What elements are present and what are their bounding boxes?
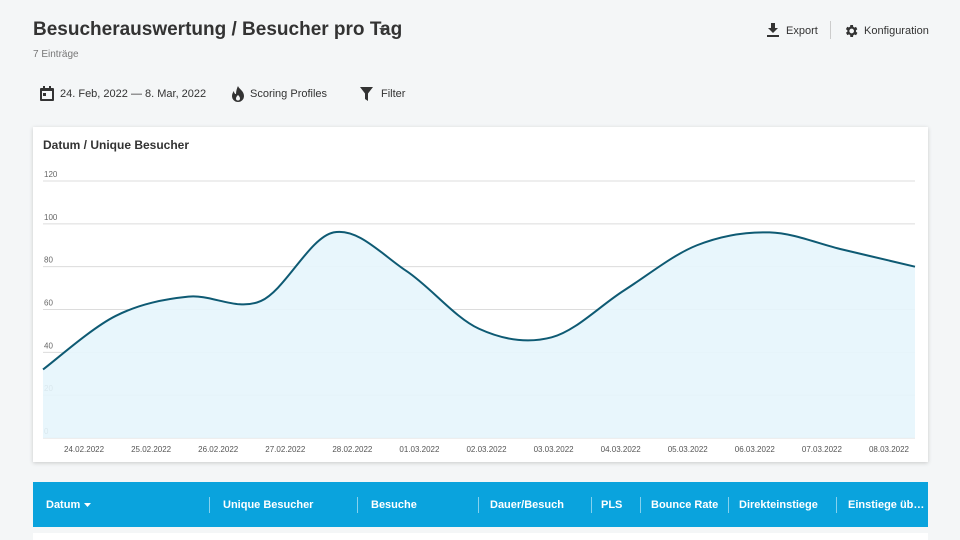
chart-title: Datum / Unique Besucher <box>43 138 189 152</box>
x-tick-label: 26.02.2022 <box>198 445 239 454</box>
y-tick-label: 40 <box>44 341 53 350</box>
calendar-icon[interactable] <box>40 86 54 101</box>
config-icon[interactable] <box>843 23 859 39</box>
x-tick-label: 05.03.2022 <box>668 445 709 454</box>
area-fill <box>43 231 915 438</box>
date-range[interactable]: 24. Feb, 2022 — 8. Mar, 2022 <box>60 88 207 100</box>
x-tick-label: 04.03.2022 <box>601 445 642 454</box>
y-tick-label: 120 <box>44 170 58 179</box>
scoring-profiles[interactable]: Scoring Profiles <box>250 88 328 100</box>
column-header[interactable]: PLS <box>601 499 623 511</box>
column-separator <box>209 497 210 513</box>
page-title[interactable]: Besucherauswertung / Besucher pro Tag <box>33 19 403 40</box>
column-header[interactable]: Direkteinstiege <box>739 499 818 511</box>
column-header[interactable]: Dauer/Besuch <box>490 499 564 511</box>
column-separator <box>357 497 358 513</box>
column-header[interactable]: Unique Besucher <box>223 499 314 511</box>
x-tick-label: 07.03.2022 <box>802 445 843 454</box>
divider <box>830 21 831 39</box>
column-header[interactable]: Datum <box>46 499 81 511</box>
column-separator <box>728 497 729 513</box>
title-dropdown[interactable] <box>379 28 389 34</box>
x-tick-label: 25.02.2022 <box>131 445 172 454</box>
column-separator <box>478 497 479 513</box>
export-button[interactable]: Export <box>786 25 818 37</box>
column-header[interactable]: Bounce Rate <box>651 499 719 511</box>
sort-icon[interactable] <box>84 503 92 508</box>
entry-count: 7 Einträge <box>33 49 79 60</box>
x-tick-label: 03.03.2022 <box>534 445 575 454</box>
column-header[interactable]: Besuche <box>371 499 417 511</box>
column-separator <box>836 497 837 513</box>
x-tick-label: 08.03.2022 <box>869 445 910 454</box>
filter-icon[interactable] <box>360 87 373 101</box>
table-header: Datum Unique Besucher Besuche Dauer/Besu… <box>33 482 928 527</box>
chart-card: Datum / Unique Besucher 0204060801001202… <box>33 127 928 462</box>
x-tick-label: 06.03.2022 <box>735 445 776 454</box>
x-tick-label: 02.03.2022 <box>466 445 507 454</box>
flame-icon[interactable] <box>232 86 244 102</box>
x-tick-label: 01.03.2022 <box>399 445 440 454</box>
column-separator <box>591 497 592 513</box>
table-row <box>33 533 928 540</box>
column-separator <box>640 497 641 513</box>
x-tick-label: 28.02.2022 <box>332 445 373 454</box>
config-button[interactable]: Konfiguration <box>864 25 929 37</box>
export-icon[interactable] <box>767 23 779 37</box>
x-tick-label: 27.02.2022 <box>265 445 306 454</box>
column-header[interactable]: Einstiege üb… <box>848 499 925 511</box>
y-tick-label: 100 <box>44 213 58 222</box>
chart: Datum / Unique Besucher 0204060801001202… <box>42 138 916 454</box>
line <box>42 230 916 371</box>
x-tick-label: 24.02.2022 <box>64 445 105 454</box>
filter-button[interactable]: Filter <box>381 88 406 100</box>
y-tick-label: 60 <box>44 299 53 308</box>
y-tick-label: 80 <box>44 256 53 265</box>
